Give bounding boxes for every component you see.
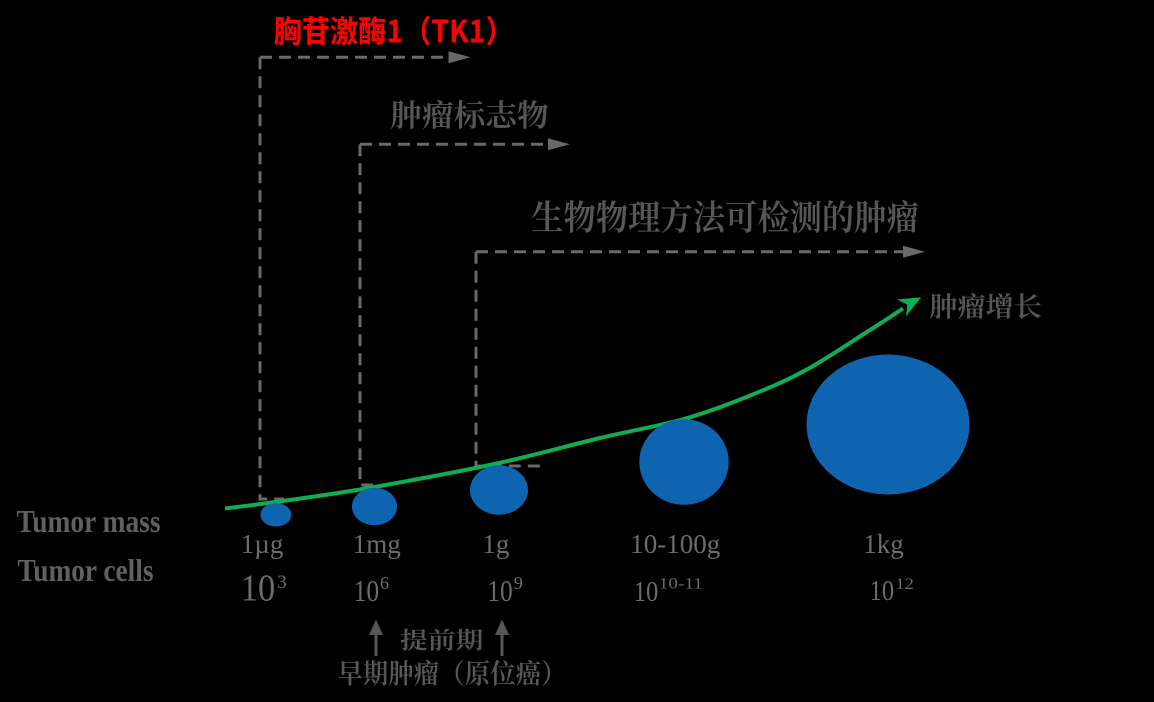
svg-text:12: 12 <box>895 576 914 593</box>
svg-text:10: 10 <box>870 575 895 607</box>
svg-text:1g: 1g <box>482 529 509 559</box>
svg-text:1mg: 1mg <box>353 529 401 559</box>
svg-text:Tumor mass: Tumor mass <box>17 504 161 539</box>
svg-text:6: 6 <box>380 573 389 593</box>
svg-text:10: 10 <box>241 568 275 610</box>
svg-text:10-11: 10-11 <box>659 576 703 593</box>
svg-text:10: 10 <box>487 573 513 608</box>
svg-text:1µg: 1µg <box>241 529 284 559</box>
svg-text:Tumor cells: Tumor cells <box>18 553 154 588</box>
svg-text:10: 10 <box>354 573 380 608</box>
svg-text:10-100g: 10-100g <box>630 529 720 559</box>
svg-text:10: 10 <box>634 576 659 608</box>
svg-text:9: 9 <box>514 573 523 593</box>
svg-text:3: 3 <box>277 572 287 593</box>
svg-text:1kg: 1kg <box>863 529 904 559</box>
